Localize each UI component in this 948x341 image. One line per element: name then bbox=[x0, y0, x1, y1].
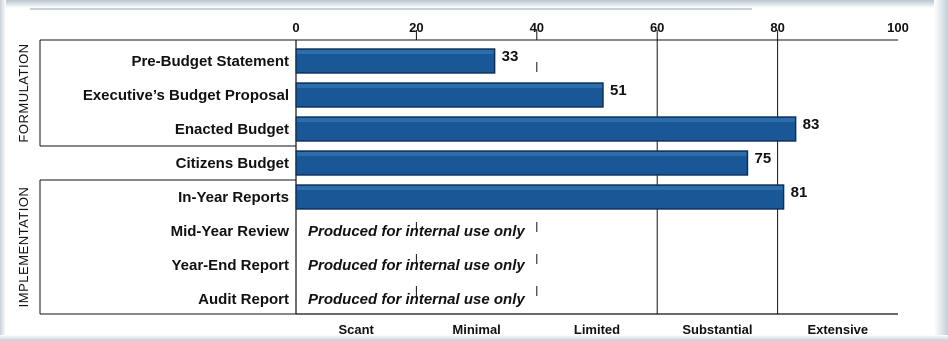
row-note-5: Produced for internal use only bbox=[308, 223, 525, 240]
bar-value-label-0: 33 bbox=[502, 48, 519, 65]
row-note-6: Produced for internal use only bbox=[308, 257, 525, 274]
frame-bottom bbox=[0, 335, 948, 341]
bar-highlight-0 bbox=[297, 50, 494, 54]
bar-highlight-1 bbox=[297, 84, 603, 88]
category-label-5: Mid-Year Review bbox=[171, 223, 290, 240]
category-label-6: Year-End Report bbox=[171, 257, 289, 274]
category-label-0: Pre-Budget Statement bbox=[131, 53, 289, 70]
band-label-2: Limited bbox=[574, 322, 620, 337]
row-note-7: Produced for internal use only bbox=[308, 291, 525, 308]
bar-value-label-4: 81 bbox=[791, 184, 808, 201]
bar-highlight-3 bbox=[297, 152, 747, 156]
band-label-0: Scant bbox=[338, 322, 374, 337]
band-label-4: Extensive bbox=[807, 322, 868, 337]
group-label-1: IMPLEMENTATION bbox=[16, 187, 31, 308]
x-tick-label-60: 60 bbox=[650, 20, 664, 35]
frame-top bbox=[0, 0, 948, 8]
category-label-2: Enacted Budget bbox=[175, 121, 289, 138]
category-label-1: Executive’s Budget Proposal bbox=[83, 87, 289, 104]
x-tick-label-80: 80 bbox=[770, 20, 784, 35]
bar-highlight-2 bbox=[297, 118, 795, 122]
x-tick-label-0: 0 bbox=[292, 20, 299, 35]
category-label-3: Citizens Budget bbox=[176, 155, 289, 172]
bar-value-label-1: 51 bbox=[610, 82, 627, 99]
category-label-4: In-Year Reports bbox=[178, 189, 289, 206]
group-label-0: FORMULATION bbox=[16, 43, 31, 142]
bar-value-label-3: 75 bbox=[755, 150, 772, 167]
band-label-3: Substantial bbox=[682, 322, 752, 337]
frame-left bbox=[0, 0, 6, 341]
x-tick-label-40: 40 bbox=[530, 20, 544, 35]
bar-value-label-2: 83 bbox=[803, 116, 820, 133]
x-tick-label-20: 20 bbox=[409, 20, 423, 35]
frame-right bbox=[934, 0, 948, 341]
x-tick-label-100: 100 bbox=[887, 20, 909, 35]
category-label-7: Audit Report bbox=[198, 291, 289, 308]
bar-highlight-4 bbox=[297, 186, 783, 190]
band-label-1: Minimal bbox=[452, 322, 500, 337]
